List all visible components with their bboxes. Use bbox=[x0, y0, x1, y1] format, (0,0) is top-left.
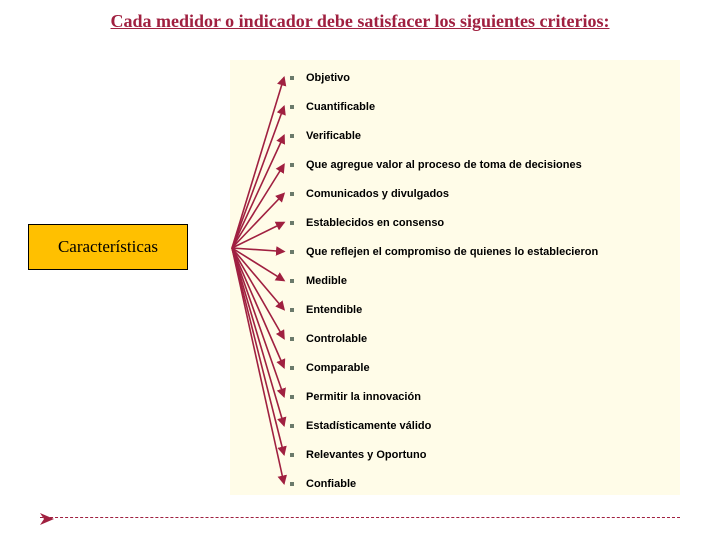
criteria-text: Relevantes y Oportuno bbox=[306, 449, 426, 461]
criteria-text: Objetivo bbox=[306, 72, 350, 84]
criteria-text: Que reflejen el compromiso de quienes lo… bbox=[306, 246, 598, 258]
bullet-icon bbox=[290, 76, 294, 80]
criteria-text: Controlable bbox=[306, 333, 367, 345]
criteria-item: Confiable bbox=[290, 469, 690, 498]
criteria-text: Confiable bbox=[306, 478, 356, 490]
bullet-icon bbox=[290, 105, 294, 109]
footer-marker-icon bbox=[40, 512, 54, 530]
bullet-icon bbox=[290, 163, 294, 167]
bullet-icon bbox=[290, 134, 294, 138]
criteria-list: Objetivo Cuantificable Verificable Que agre… bbox=[290, 63, 690, 498]
criteria-item: Relevantes y Oportuno bbox=[290, 440, 690, 469]
criteria-item: Objetivo bbox=[290, 63, 690, 92]
footer-divider bbox=[40, 517, 680, 518]
criteria-text: Que agregue valor al proceso de toma de … bbox=[306, 159, 582, 171]
criteria-item: Cuantificable bbox=[290, 92, 690, 121]
criteria-item: Medible bbox=[290, 266, 690, 295]
page-title: Cada medidor o indicador debe satisfacer… bbox=[0, 0, 720, 39]
bullet-icon bbox=[290, 279, 294, 283]
criteria-item: Comunicados y divulgados bbox=[290, 179, 690, 208]
bullet-icon bbox=[290, 192, 294, 196]
criteria-item: Verificable bbox=[290, 121, 690, 150]
content-area: Objetivo Cuantificable Verificable Que agre… bbox=[0, 60, 720, 500]
criteria-item: Permitir la innovación bbox=[290, 382, 690, 411]
criteria-item: Estadísticamente válido bbox=[290, 411, 690, 440]
characteristics-label: Características bbox=[58, 237, 158, 257]
bullet-icon bbox=[290, 308, 294, 312]
bullet-icon bbox=[290, 250, 294, 254]
criteria-text: Establecidos en consenso bbox=[306, 217, 444, 229]
criteria-text: Cuantificable bbox=[306, 101, 375, 113]
criteria-text: Estadísticamente válido bbox=[306, 420, 431, 432]
criteria-text: Medible bbox=[306, 275, 347, 287]
bullet-icon bbox=[290, 482, 294, 486]
criteria-item: Entendible bbox=[290, 295, 690, 324]
bullet-icon bbox=[290, 221, 294, 225]
criteria-text: Comparable bbox=[306, 362, 370, 374]
criteria-item: Que reflejen el compromiso de quienes lo… bbox=[290, 237, 690, 266]
criteria-text: Entendible bbox=[306, 304, 362, 316]
bullet-icon bbox=[290, 395, 294, 399]
bullet-icon bbox=[290, 337, 294, 341]
bullet-icon bbox=[290, 453, 294, 457]
bullet-icon bbox=[290, 424, 294, 428]
criteria-item: Establecidos en consenso bbox=[290, 208, 690, 237]
criteria-item: Comparable bbox=[290, 353, 690, 382]
characteristics-box: Características bbox=[28, 224, 188, 270]
criteria-item: Que agregue valor al proceso de toma de … bbox=[290, 150, 690, 179]
criteria-text: Permitir la innovación bbox=[306, 391, 421, 403]
criteria-text: Verificable bbox=[306, 130, 361, 142]
criteria-item: Controlable bbox=[290, 324, 690, 353]
criteria-text: Comunicados y divulgados bbox=[306, 188, 449, 200]
bullet-icon bbox=[290, 366, 294, 370]
